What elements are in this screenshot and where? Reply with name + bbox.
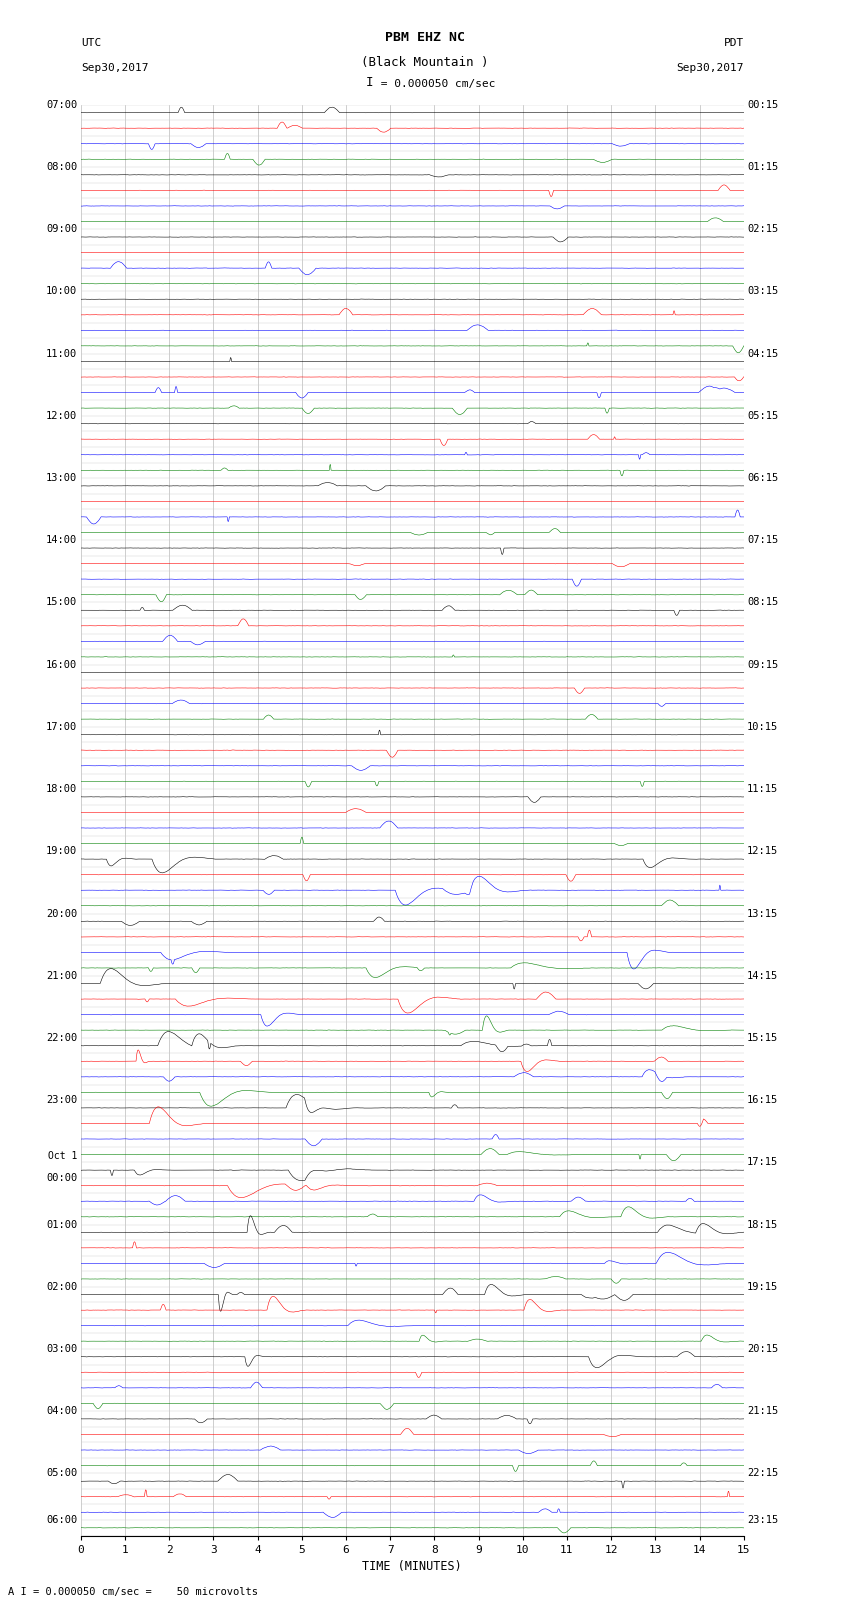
Text: 12:15: 12:15: [747, 847, 779, 857]
Text: 21:00: 21:00: [46, 971, 77, 981]
Text: 20:00: 20:00: [46, 908, 77, 918]
Text: = 0.000050 cm/sec: = 0.000050 cm/sec: [374, 79, 496, 89]
Text: 11:15: 11:15: [747, 784, 779, 794]
Text: (Black Mountain ): (Black Mountain ): [361, 56, 489, 69]
Text: 06:15: 06:15: [747, 473, 779, 482]
Text: 03:15: 03:15: [747, 287, 779, 297]
Text: 01:15: 01:15: [747, 161, 779, 173]
Text: 14:00: 14:00: [46, 536, 77, 545]
Text: 09:00: 09:00: [46, 224, 77, 234]
Text: I: I: [366, 76, 373, 89]
Text: 01:00: 01:00: [46, 1219, 77, 1229]
Text: 07:15: 07:15: [747, 536, 779, 545]
Text: Sep30,2017: Sep30,2017: [677, 63, 744, 73]
Text: 18:00: 18:00: [46, 784, 77, 794]
Text: 06:00: 06:00: [46, 1515, 77, 1524]
Text: 02:15: 02:15: [747, 224, 779, 234]
Text: 04:00: 04:00: [46, 1407, 77, 1416]
Text: 16:00: 16:00: [46, 660, 77, 669]
Text: A I = 0.000050 cm/sec =    50 microvolts: A I = 0.000050 cm/sec = 50 microvolts: [8, 1587, 258, 1597]
Text: Oct 1: Oct 1: [48, 1150, 77, 1161]
Text: 16:15: 16:15: [747, 1095, 779, 1105]
Text: 20:15: 20:15: [747, 1344, 779, 1353]
Text: 11:00: 11:00: [46, 348, 77, 358]
Text: 00:00: 00:00: [46, 1173, 77, 1182]
Text: 14:15: 14:15: [747, 971, 779, 981]
Text: 21:15: 21:15: [747, 1407, 779, 1416]
Text: 13:15: 13:15: [747, 908, 779, 918]
Text: 15:15: 15:15: [747, 1032, 779, 1044]
Text: 10:00: 10:00: [46, 287, 77, 297]
Text: 04:15: 04:15: [747, 348, 779, 358]
X-axis label: TIME (MINUTES): TIME (MINUTES): [362, 1560, 462, 1573]
Text: 23:00: 23:00: [46, 1095, 77, 1105]
Text: 15:00: 15:00: [46, 597, 77, 608]
Text: 02:00: 02:00: [46, 1282, 77, 1292]
Text: 09:15: 09:15: [747, 660, 779, 669]
Text: 22:15: 22:15: [747, 1468, 779, 1479]
Text: Sep30,2017: Sep30,2017: [81, 63, 148, 73]
Text: 05:00: 05:00: [46, 1468, 77, 1479]
Text: 00:15: 00:15: [747, 100, 779, 110]
Text: 08:15: 08:15: [747, 597, 779, 608]
Text: UTC: UTC: [81, 39, 101, 48]
Text: PBM EHZ NC: PBM EHZ NC: [385, 31, 465, 44]
Text: 18:15: 18:15: [747, 1219, 779, 1229]
Text: 08:00: 08:00: [46, 161, 77, 173]
Text: PDT: PDT: [723, 39, 744, 48]
Text: 19:15: 19:15: [747, 1282, 779, 1292]
Text: 22:00: 22:00: [46, 1032, 77, 1044]
Text: 19:00: 19:00: [46, 847, 77, 857]
Text: 10:15: 10:15: [747, 723, 779, 732]
Text: 07:00: 07:00: [46, 100, 77, 110]
Text: 23:15: 23:15: [747, 1515, 779, 1524]
Text: 05:15: 05:15: [747, 411, 779, 421]
Text: 03:00: 03:00: [46, 1344, 77, 1353]
Text: 12:00: 12:00: [46, 411, 77, 421]
Text: 17:00: 17:00: [46, 723, 77, 732]
Text: 17:15: 17:15: [747, 1158, 779, 1168]
Text: 13:00: 13:00: [46, 473, 77, 482]
